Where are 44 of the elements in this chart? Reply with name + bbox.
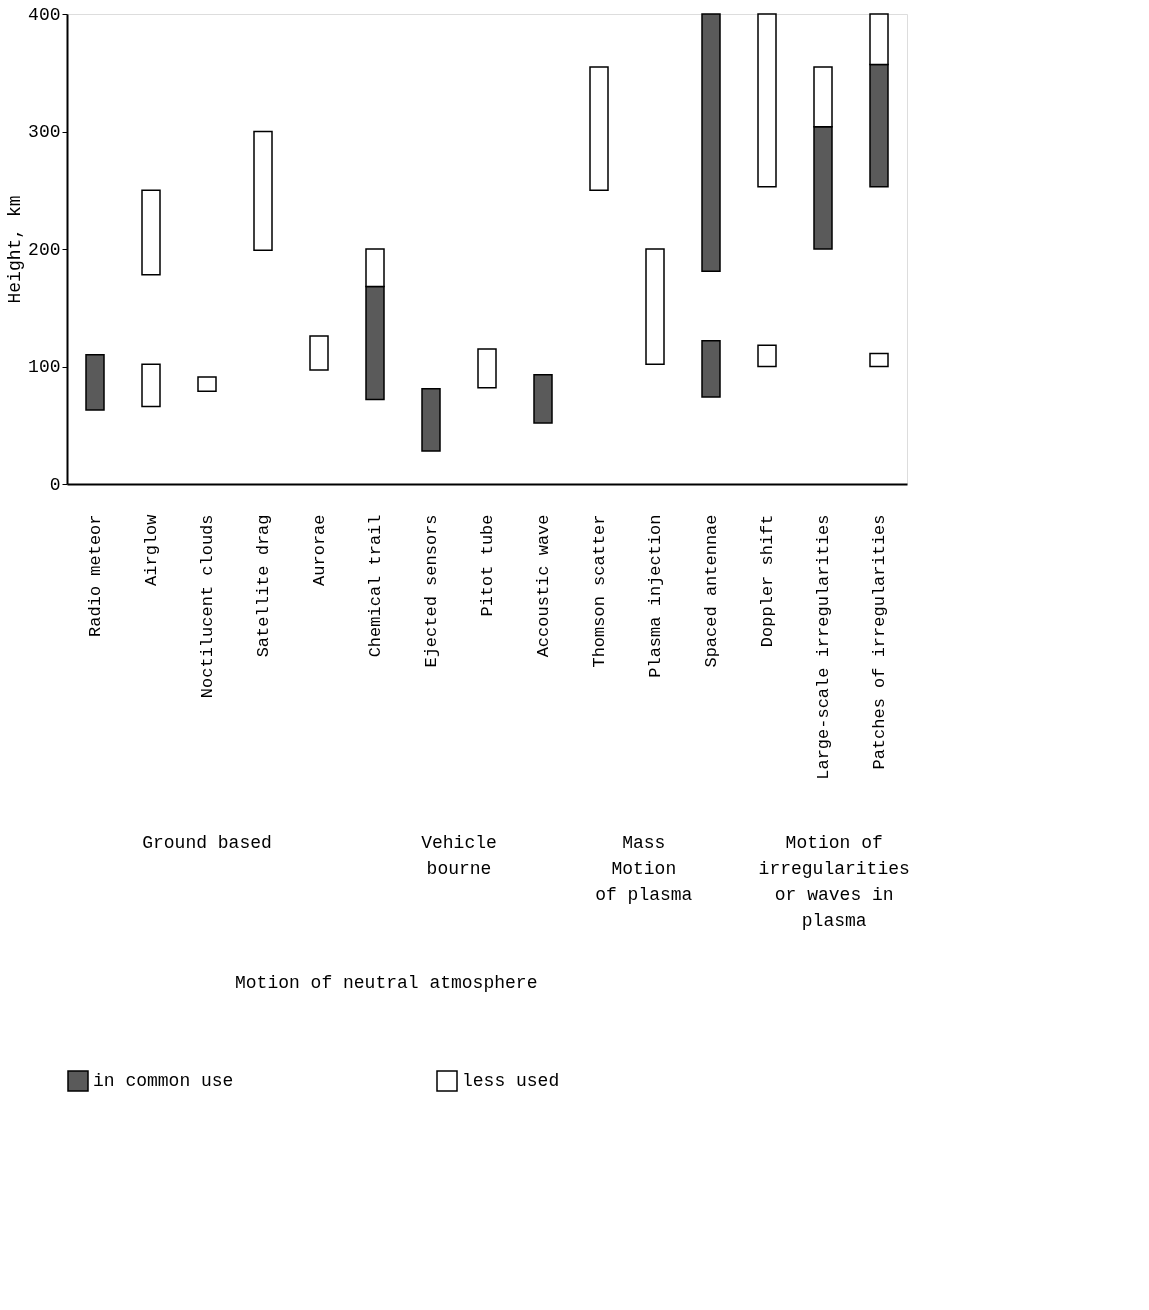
legend-label: less used <box>462 1071 560 1091</box>
y-axis-title: Height, km <box>5 195 26 304</box>
x-tick-label: Plasma injection <box>646 514 665 678</box>
y-tick-label: 300 <box>28 122 61 142</box>
x-tick-label: Patches of irregularities <box>870 514 889 770</box>
x-tick-label: Thomson scatter <box>590 514 609 668</box>
bar <box>589 66 609 191</box>
bar <box>85 354 105 411</box>
text: Ground based <box>142 833 272 853</box>
text: Motion of neutral atmosphere <box>234 973 538 993</box>
bar <box>701 13 721 273</box>
bar <box>757 344 777 368</box>
bar <box>533 373 553 424</box>
bar <box>309 335 329 371</box>
bar <box>253 130 273 251</box>
bar <box>197 376 217 392</box>
x-tick-label: Airglow <box>142 513 161 586</box>
y-tick-label: 100 <box>28 357 61 377</box>
x-tick-label: Radio meteor <box>86 514 105 637</box>
bar <box>869 352 889 368</box>
x-tick-label: Spaced antennae <box>702 514 721 668</box>
bar <box>701 339 721 398</box>
y-tick-label: 200 <box>28 239 61 260</box>
x-tick-label: Doppler shift <box>758 514 777 648</box>
x-tick-label: Ejected sensors <box>422 514 441 668</box>
x-tick-label: Chemical trail <box>366 514 385 658</box>
x-tick-label: Accoustic wave <box>534 514 553 658</box>
text: Vehicle bourne <box>421 833 497 879</box>
bar <box>645 248 665 365</box>
y-tick-label: 400 <box>28 4 61 25</box>
bar <box>141 363 161 408</box>
bar <box>757 13 777 188</box>
y-tick-label: 0 <box>49 474 61 495</box>
x-tick-label: Large-scale irregularities <box>814 514 833 780</box>
x-tick-label: Noctilucent clouds <box>198 514 217 699</box>
bar <box>421 388 441 452</box>
text: Motion of irregularities or waves in plasma <box>758 833 910 931</box>
x-tick-label: Pitot tube <box>478 514 497 617</box>
legend-label: in common use <box>93 1071 234 1091</box>
text: Mass Motion of plasma <box>595 833 693 905</box>
bar <box>141 189 161 276</box>
x-tick-label: Aurorae <box>310 514 329 586</box>
bar <box>477 348 497 389</box>
x-tick-label: Satellite drag <box>254 514 273 658</box>
